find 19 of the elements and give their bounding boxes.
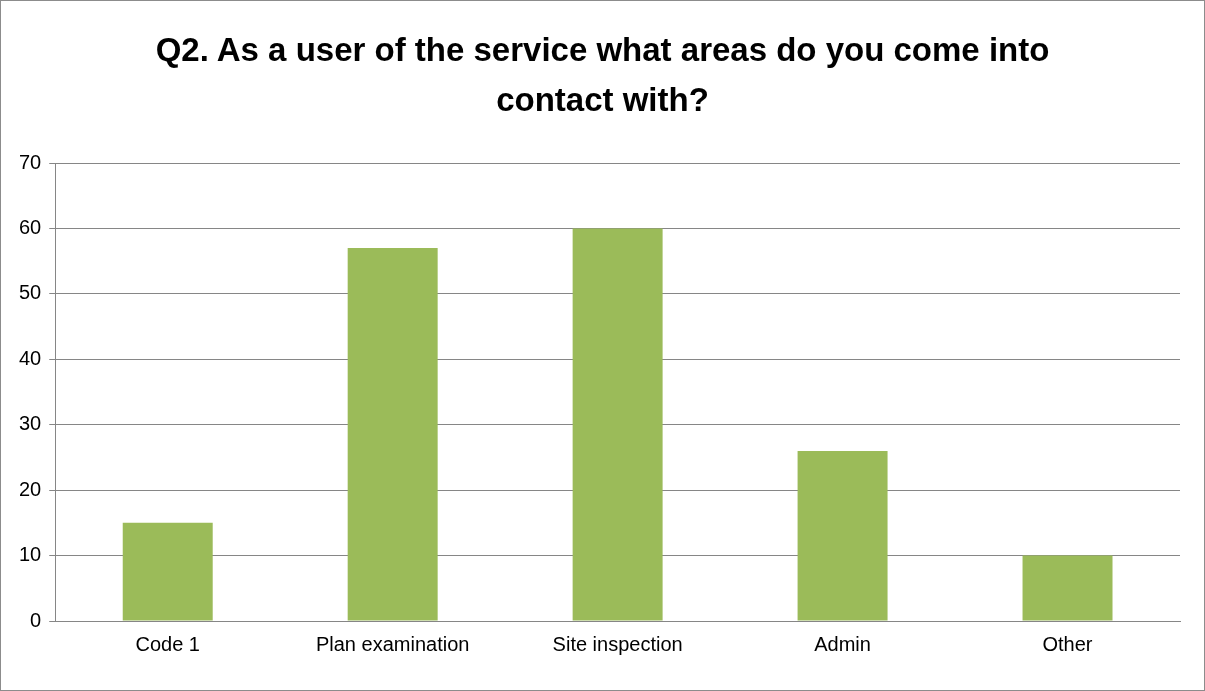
y-tick-label: 60	[19, 215, 42, 238]
y-tick-label: 20	[19, 477, 42, 500]
y-tick-label: 0	[30, 608, 42, 631]
bar	[797, 450, 888, 621]
y-tick-label: 70	[19, 150, 42, 173]
x-tick-label: Site inspection	[552, 632, 683, 655]
x-tick-label: Other	[1042, 632, 1093, 655]
y-tick-label: 40	[19, 346, 42, 369]
x-tick-label: Plan examination	[315, 632, 470, 655]
y-tick-label: 50	[19, 281, 42, 304]
bar	[1022, 555, 1113, 621]
y-tick-label: 10	[19, 543, 42, 566]
bar	[347, 248, 438, 621]
chart-title: Q2. As a user of the service what areas do you come into contact with?	[154, 30, 1051, 120]
bar	[572, 228, 663, 621]
y-tick-label: 30	[19, 412, 42, 435]
x-tick-label: Admin	[814, 632, 871, 655]
bar	[122, 522, 213, 621]
x-tick-label: Code 1	[135, 632, 200, 655]
